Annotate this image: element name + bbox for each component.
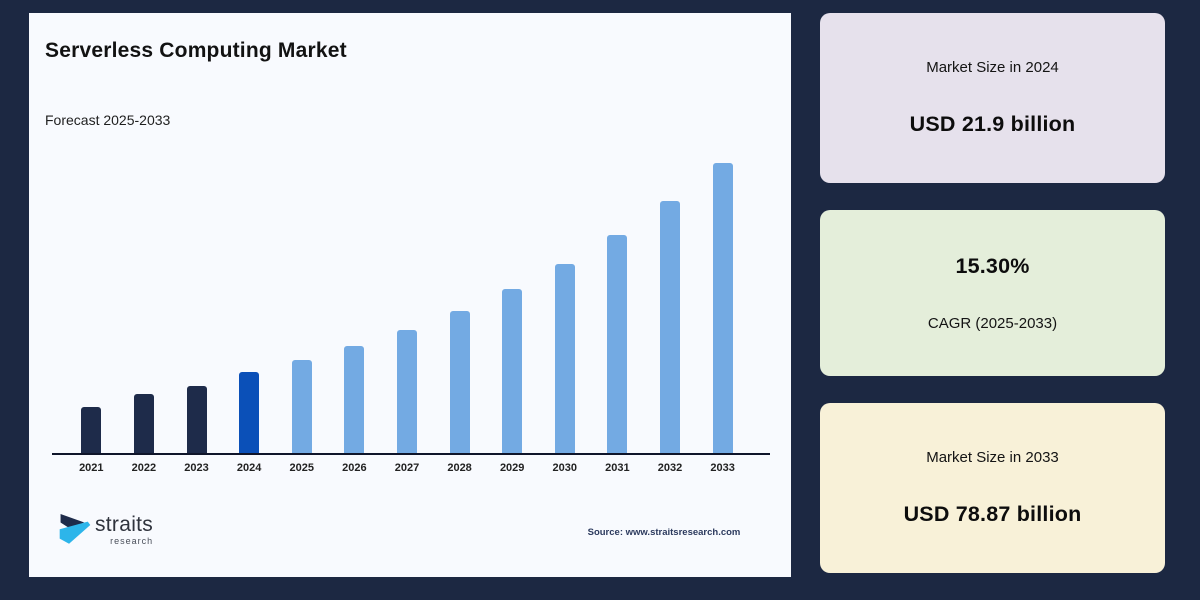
- bar-column-2030: [538, 163, 591, 453]
- chart-subtitle: Forecast 2025-2033: [45, 112, 171, 128]
- bar-column-2023: [170, 163, 223, 453]
- x-axis-label-2024: 2024: [236, 462, 262, 474]
- bar-column-2027: [381, 163, 434, 453]
- bar-2028: [449, 311, 470, 453]
- bar-2030: [554, 264, 575, 453]
- x-axis-label-2032: 2032: [657, 462, 683, 474]
- panel-value: USD 21.9 billion: [909, 112, 1076, 136]
- bar-2022: [133, 394, 154, 453]
- chart-card: Serverless Computing Market Forecast 202…: [29, 13, 791, 577]
- logo-text: straits: [95, 513, 154, 536]
- logo-wordmark: straits research: [95, 514, 153, 546]
- bar-2021: [81, 407, 102, 453]
- bar-column-2028: [433, 163, 486, 453]
- x-axis-label-2033: 2033: [710, 462, 735, 474]
- panel-label: Market Size in 2024: [926, 59, 1059, 76]
- source-attribution: Source: www.straitsresearch.com: [587, 527, 741, 538]
- straits-research-logo: straits research: [58, 511, 153, 551]
- panel-label: CAGR (2025-2033): [927, 315, 1058, 332]
- bar-2031: [607, 235, 628, 453]
- panel-market-size-2024: Market Size in 2024 USD 21.9 billion: [820, 13, 1165, 183]
- bar-column-2024: [223, 163, 276, 453]
- bar-column-2025: [275, 163, 328, 453]
- x-axis-label-2027: 2027: [394, 462, 420, 474]
- bar-column-2033: [696, 163, 749, 453]
- x-axis-label-2021: 2021: [79, 462, 104, 474]
- bar-2032: [660, 201, 680, 453]
- panel-market-size-2033: Market Size in 2033 USD 78.87 billion: [820, 403, 1165, 573]
- bar-column-2032: [644, 163, 697, 453]
- x-axis-label-2028: 2028: [447, 462, 472, 474]
- x-axis-label-2029: 2029: [499, 462, 525, 474]
- logo-subtext: research: [110, 536, 154, 546]
- x-axis-label-2022: 2022: [131, 462, 157, 474]
- straits-logo-icon: [59, 514, 91, 544]
- bar-column-2022: [118, 163, 171, 453]
- bar-column-2026: [328, 163, 381, 453]
- panel-value: USD 78.87 billion: [903, 502, 1082, 526]
- bar-chart-plot-area: [65, 163, 749, 453]
- x-axis-label-2025: 2025: [289, 462, 314, 474]
- x-axis-labels: 2021 2022 2023 2024 2025 2026 2027 2028 2029 2030…: [65, 462, 749, 474]
- bar-2027: [396, 330, 417, 453]
- bar-2025: [291, 360, 312, 453]
- x-axis-label-2030: 2030: [552, 462, 578, 474]
- x-axis-label-2031: 2031: [605, 462, 630, 474]
- panel-cagr: 15.30% CAGR (2025-2033): [820, 210, 1165, 376]
- bar-column-2031: [591, 163, 644, 453]
- bar-column-2021: [65, 163, 118, 453]
- panel-value: 15.30%: [955, 254, 1030, 278]
- bar-2024: [239, 372, 260, 453]
- bar-2029: [502, 289, 523, 453]
- x-axis-label-2026: 2026: [342, 462, 367, 474]
- x-axis-label-2023: 2023: [184, 462, 209, 474]
- bar-2026: [344, 346, 365, 453]
- x-axis-line: [52, 453, 770, 455]
- panel-label: Market Size in 2033: [926, 449, 1059, 466]
- bar-column-2029: [486, 163, 539, 453]
- chart-title: Serverless Computing Market: [45, 39, 347, 62]
- bar-2033: [712, 163, 733, 453]
- bar-2023: [186, 386, 207, 453]
